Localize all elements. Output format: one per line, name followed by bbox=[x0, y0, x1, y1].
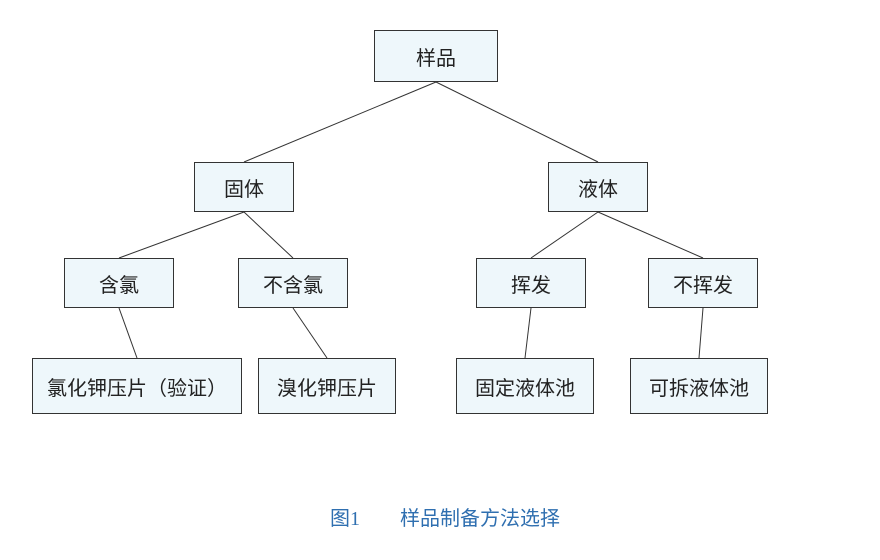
node-label: 溴化钾压片 bbox=[277, 372, 377, 401]
node-root: 样品 bbox=[374, 30, 498, 82]
node-label: 不挥发 bbox=[673, 269, 733, 298]
node-leaf3: 固定液体池 bbox=[456, 358, 594, 414]
edge-solid-hasCl bbox=[119, 212, 244, 258]
node-hasCl: 含氯 bbox=[64, 258, 174, 308]
edge-noCl-leaf2 bbox=[293, 308, 327, 358]
edge-solid-noCl bbox=[244, 212, 293, 258]
node-leaf4: 可拆液体池 bbox=[630, 358, 768, 414]
node-leaf1: 氯化钾压片（验证） bbox=[32, 358, 242, 414]
edge-hasCl-leaf1 bbox=[119, 308, 137, 358]
edge-root-liquid bbox=[436, 82, 598, 162]
node-label: 液体 bbox=[578, 173, 618, 202]
node-solid: 固体 bbox=[194, 162, 294, 212]
node-leaf2: 溴化钾压片 bbox=[258, 358, 396, 414]
node-label: 含氯 bbox=[99, 269, 139, 298]
figure-caption: 图1 样品制备方法选择 bbox=[330, 502, 560, 531]
caption-text: 样品制备方法选择 bbox=[400, 508, 560, 530]
node-label: 氯化钾压片（验证） bbox=[47, 372, 227, 401]
node-novol: 不挥发 bbox=[648, 258, 758, 308]
node-vol: 挥发 bbox=[476, 258, 586, 308]
node-label: 固定液体池 bbox=[475, 372, 575, 401]
node-label: 样品 bbox=[416, 42, 456, 71]
node-noCl: 不含氯 bbox=[238, 258, 348, 308]
edge-liquid-vol bbox=[531, 212, 598, 258]
edge-root-solid bbox=[244, 82, 436, 162]
edge-liquid-novol bbox=[598, 212, 703, 258]
node-label: 挥发 bbox=[511, 269, 551, 298]
node-liquid: 液体 bbox=[548, 162, 648, 212]
node-label: 不含氯 bbox=[263, 269, 323, 298]
caption-prefix: 图1 bbox=[330, 508, 360, 530]
edge-vol-leaf3 bbox=[525, 308, 531, 358]
diagram-canvas: 样品固体 液体含氯 不含氯 挥发 不挥发氯化钾压片（验证） 溴化钾压片 固定液体池 可拆液体池… bbox=[0, 0, 880, 560]
node-label: 可拆液体池 bbox=[649, 372, 749, 401]
node-label: 固体 bbox=[224, 173, 264, 202]
edge-novol-leaf4 bbox=[699, 308, 703, 358]
